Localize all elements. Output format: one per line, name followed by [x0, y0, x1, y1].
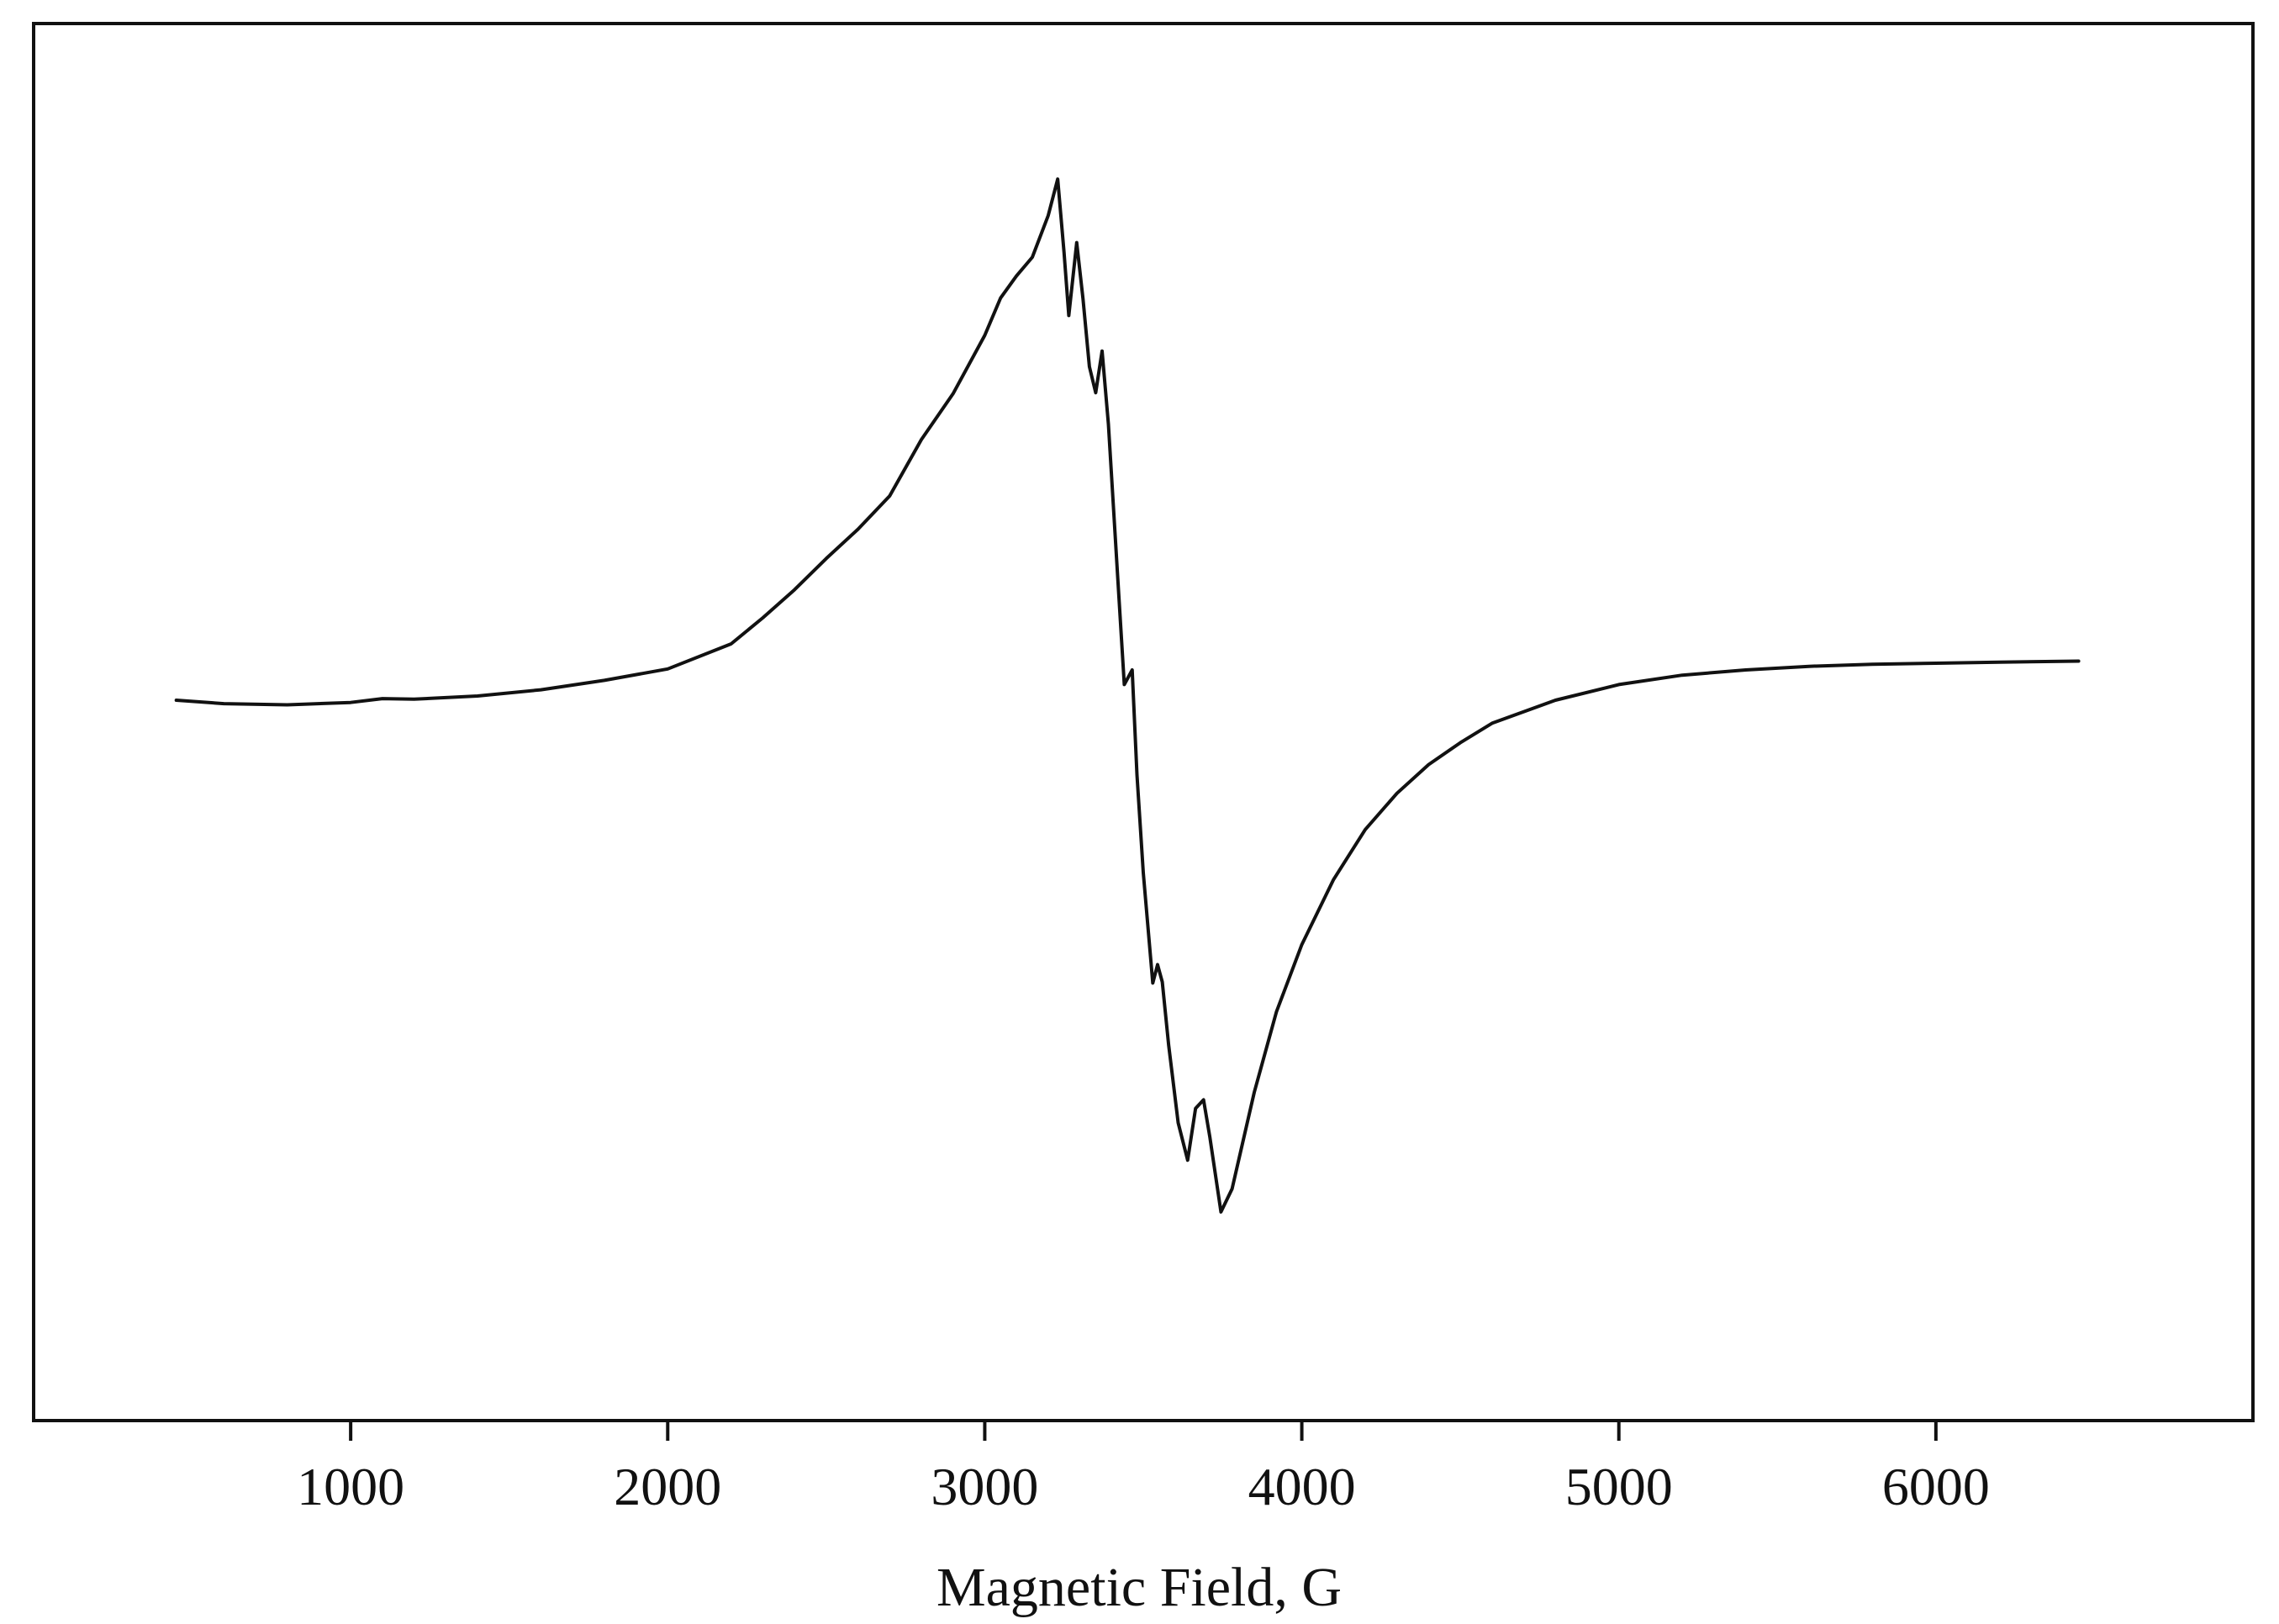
x-tick-label-2000: 2000: [614, 1457, 721, 1516]
plot-frame: [32, 22, 2255, 1422]
x-axis-ticks: [349, 1421, 1938, 1441]
x-tick-label-4000: 4000: [1248, 1457, 1356, 1516]
x-tick-label-3000: 3000: [931, 1457, 1038, 1516]
x-tick-label-6000: 6000: [1882, 1457, 1990, 1516]
x-tick-label-1000: 1000: [297, 1457, 404, 1516]
x-axis-label: Magnetic Field, G: [936, 1557, 1342, 1618]
x-axis-tick-labels: 1000 2000 3000 4000 5000 6000: [297, 1457, 1990, 1516]
x-tick-label-5000: 5000: [1565, 1457, 1673, 1516]
spectrum-line: [174, 177, 2081, 1214]
